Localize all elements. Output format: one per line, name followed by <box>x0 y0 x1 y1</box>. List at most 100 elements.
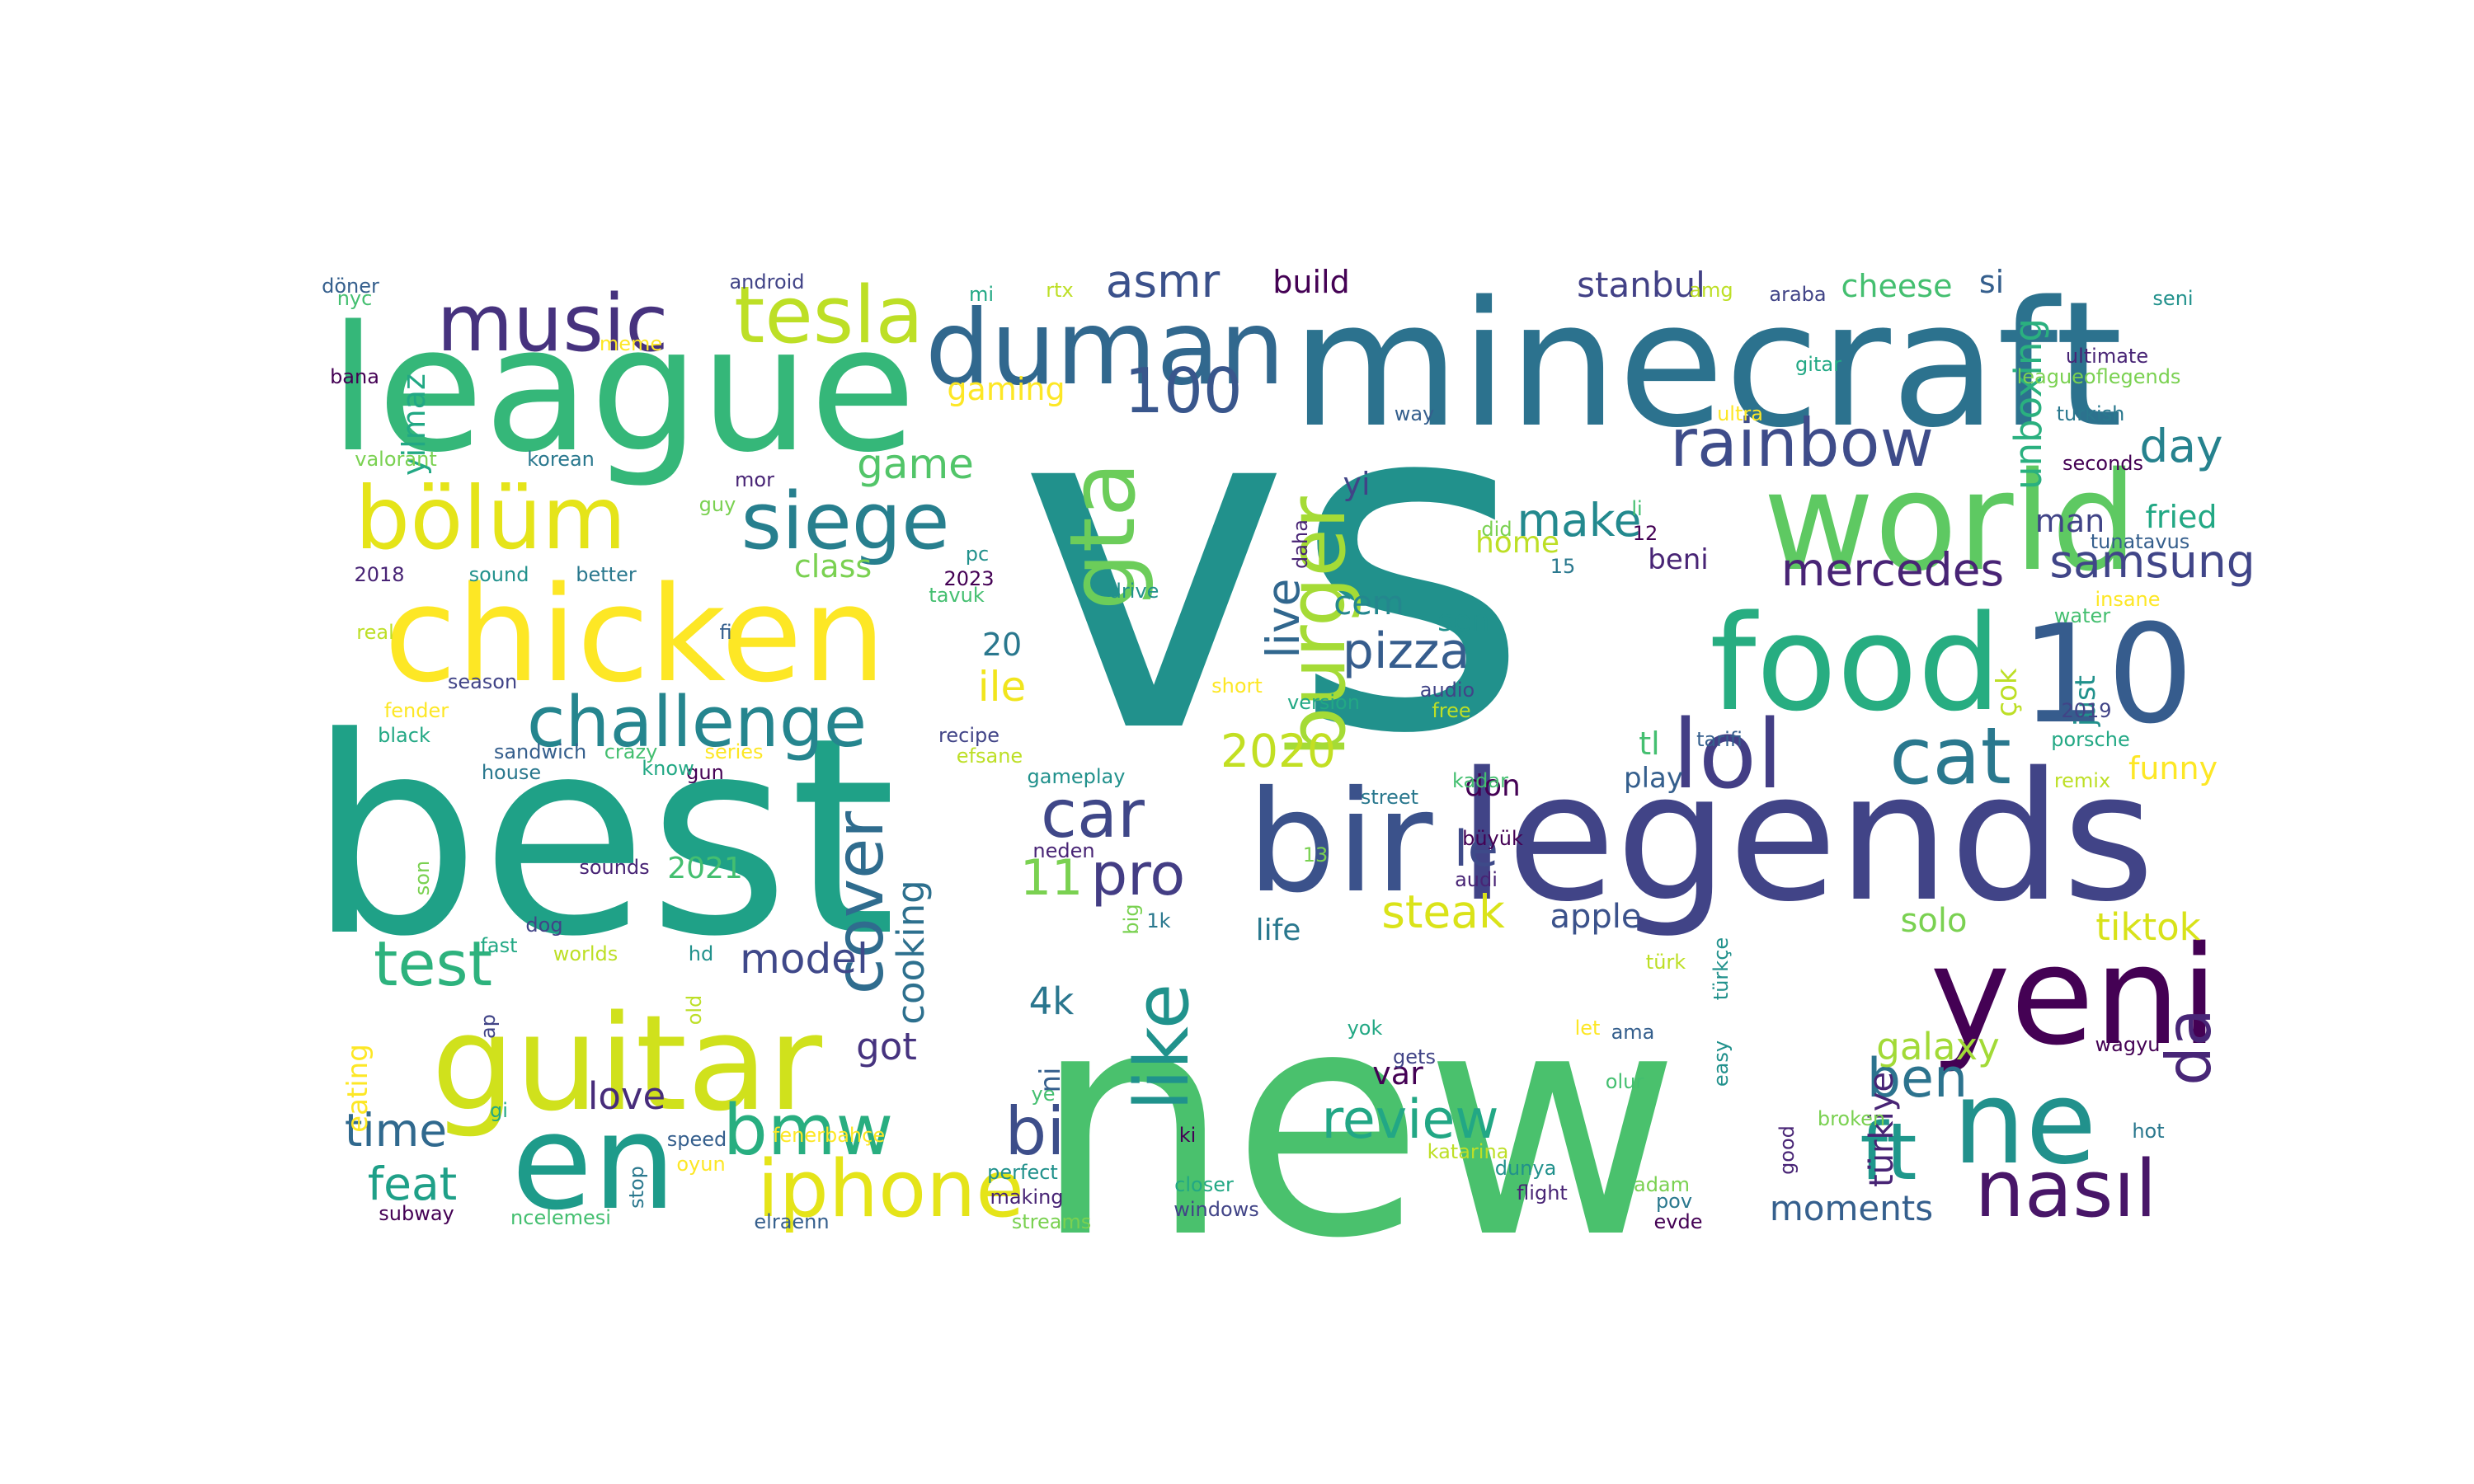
word-3: minecraft <box>1291 264 2123 466</box>
small-word-122: water <box>2054 604 2111 627</box>
word-1: new <box>1032 942 1680 1307</box>
word-55: le <box>1454 820 1498 878</box>
small-word-42: valorant <box>355 448 436 471</box>
small-word-130: broken <box>1818 1107 1885 1130</box>
small-word-60: recipe <box>938 724 999 747</box>
small-word-6: home <box>1475 526 1559 560</box>
word-49: time <box>345 1104 447 1157</box>
small-word-1: cheese <box>1841 268 1953 304</box>
small-word-37: black <box>378 724 430 747</box>
small-word-39: real <box>356 621 393 644</box>
small-word-123: tunatavus <box>2091 530 2190 553</box>
small-word-101: tarifi <box>1696 728 1743 751</box>
small-word-127: remix <box>2054 769 2110 792</box>
word-66: stanbul <box>1577 265 1705 305</box>
small-word-28: worlds <box>553 942 618 965</box>
small-word-76: stop <box>625 1166 648 1209</box>
small-word-17: çok <box>1991 668 2024 716</box>
small-word-62: gameplay <box>1028 765 1126 788</box>
small-word-58: series <box>704 740 763 763</box>
small-word-125: porsche <box>2051 728 2129 751</box>
small-word-54: better <box>576 563 637 586</box>
small-word-8: beni <box>1648 543 1709 576</box>
small-word-106: drive <box>1109 580 1159 603</box>
small-word-102: short <box>1211 674 1263 697</box>
word-4: league <box>329 289 916 491</box>
word-8: world <box>1763 443 2138 601</box>
small-word-108: did <box>1481 518 1512 541</box>
word-44: day <box>2139 420 2222 472</box>
small-word-51: pc <box>966 542 989 566</box>
small-word-0: build <box>1272 264 1349 300</box>
word-56: cooking <box>889 880 933 1024</box>
word-17: bölüm <box>355 468 627 569</box>
word-37: 100 <box>1124 355 1242 427</box>
small-word-100: kadar <box>1452 769 1508 792</box>
word-19: lol <box>1672 700 1783 810</box>
small-word-18: just <box>2069 675 2102 727</box>
small-word-104: audio <box>1420 679 1475 702</box>
word-0: vs <box>1017 298 1531 835</box>
word-26: bmw <box>723 1090 893 1172</box>
small-word-81: closer <box>1174 1173 1234 1196</box>
small-word-43: korean <box>527 448 595 471</box>
small-word-74: making <box>990 1186 1063 1209</box>
word-12: 10 <box>2020 595 2194 754</box>
word-47: model <box>740 935 868 983</box>
small-word-46: döner <box>322 275 379 298</box>
word-51: live <box>1257 579 1310 659</box>
word-40: review <box>1322 1089 1499 1151</box>
word-59: moments <box>1770 1188 1933 1228</box>
word-13: yeni <box>1930 917 2218 1075</box>
small-word-86: adam <box>1634 1173 1690 1196</box>
small-word-67: ye <box>1032 1082 1056 1106</box>
small-word-115: araba <box>1769 283 1826 306</box>
small-word-88: evde <box>1654 1210 1703 1233</box>
small-word-91: let <box>1575 1017 1601 1040</box>
word-61: love <box>588 1074 666 1118</box>
small-word-13: play <box>1624 762 1683 795</box>
small-word-14: funny <box>2128 750 2218 787</box>
word-63: cem <box>1333 585 1404 622</box>
small-word-126: 2019 <box>2061 699 2111 722</box>
word-18: tesla <box>734 270 924 361</box>
word-11: guitar <box>431 986 822 1140</box>
small-word-89: olur <box>1606 1070 1644 1093</box>
word-35: pizza <box>1343 622 1470 680</box>
small-word-95: türkçe <box>1710 937 1733 1000</box>
small-word-65: 1k <box>1146 909 1170 932</box>
small-word-41: 2018 <box>354 563 404 586</box>
small-word-78: ncelemesi <box>510 1206 611 1229</box>
small-word-23: 2021 <box>667 852 743 885</box>
small-word-40: sound <box>469 563 529 586</box>
small-word-87: pov <box>1656 1190 1692 1213</box>
small-word-79: elraenn <box>754 1210 829 1233</box>
word-38: asmr <box>1106 255 1221 308</box>
small-word-70: gi <box>490 1099 508 1122</box>
small-word-132: wagyu <box>2095 1033 2161 1056</box>
small-word-30: sounds <box>579 856 649 879</box>
small-word-84: dunya <box>1495 1157 1557 1180</box>
small-word-75: streams <box>1012 1210 1092 1233</box>
word-16: music <box>437 279 669 369</box>
small-word-48: mi <box>969 283 994 306</box>
word-24: cat <box>1889 711 2011 802</box>
small-word-97: 13 <box>1303 843 1329 866</box>
word-6: bir <box>1247 761 1432 924</box>
small-word-44: bana <box>330 365 379 388</box>
small-word-118: ultimate <box>2066 345 2148 368</box>
small-word-63: neden <box>1032 839 1094 862</box>
word-34: bi <box>1004 1093 1065 1170</box>
small-word-26: fast <box>480 934 517 957</box>
small-word-55: 2023 <box>943 567 994 590</box>
small-word-117: seni <box>2152 287 2193 310</box>
small-word-85: flight <box>1517 1181 1568 1205</box>
small-word-34: crazy <box>604 740 658 763</box>
small-word-7: sen <box>1437 604 1490 638</box>
word-58: tiktok <box>2095 905 2200 949</box>
small-word-77: subway <box>379 1202 454 1225</box>
small-word-49: android <box>729 270 804 294</box>
small-word-119: leagueoflegends <box>2017 365 2181 388</box>
small-word-24: ni <box>1034 1068 1067 1093</box>
